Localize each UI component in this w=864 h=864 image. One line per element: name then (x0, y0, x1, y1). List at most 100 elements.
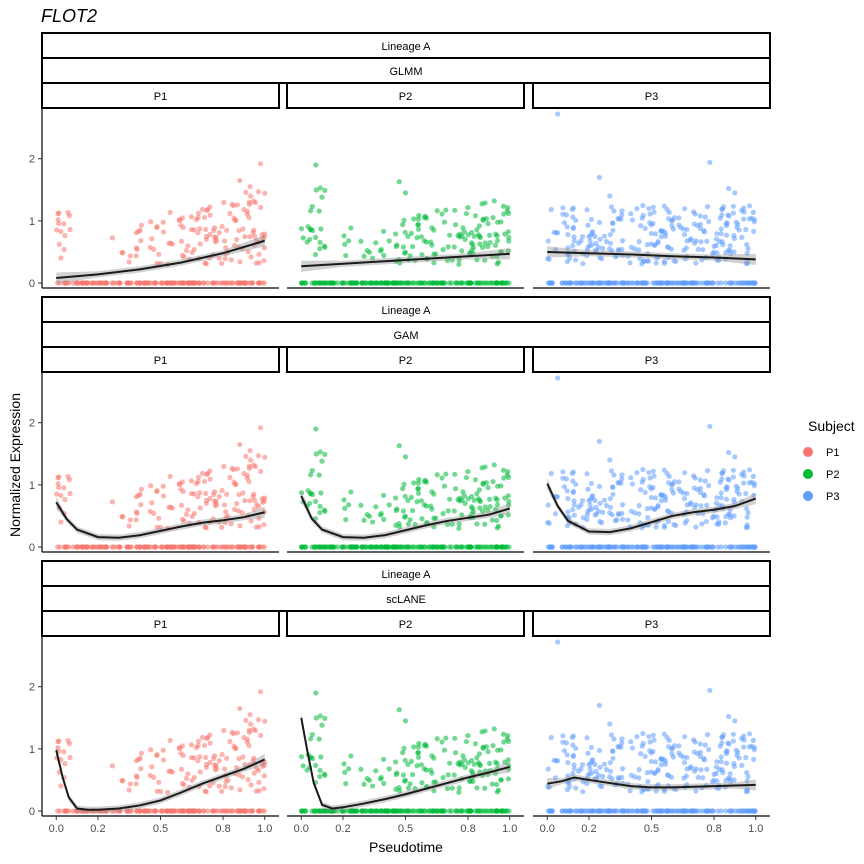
data-point (607, 496, 613, 502)
data-point (373, 768, 379, 774)
data-point (599, 784, 605, 790)
data-point (476, 223, 482, 229)
data-point (401, 217, 407, 223)
data-point (393, 231, 399, 237)
data-point (666, 473, 672, 479)
data-point (637, 520, 643, 526)
data-point (566, 808, 572, 814)
data-point (456, 525, 462, 531)
data-point (664, 772, 671, 778)
data-point (570, 243, 576, 249)
data-point (589, 242, 595, 248)
data-point (687, 237, 693, 243)
data-point (716, 766, 723, 773)
data-point (596, 808, 602, 814)
data-point (66, 477, 73, 483)
data-point (697, 477, 703, 483)
data-point (596, 219, 602, 226)
data-point (255, 503, 262, 510)
data-point (73, 280, 80, 286)
data-point (463, 739, 470, 745)
scatter-points (54, 689, 268, 814)
data-point (587, 238, 593, 244)
strip-model: scLANE (41, 585, 771, 612)
data-point (236, 491, 242, 498)
data-point (248, 280, 255, 286)
data-point (470, 244, 477, 251)
x-tick-label: 1.0 (257, 823, 272, 835)
data-point (709, 251, 716, 257)
data-point (743, 788, 749, 795)
data-point (202, 260, 208, 266)
data-point (256, 779, 262, 785)
data-point (482, 257, 488, 263)
data-point (201, 742, 208, 749)
data-point (429, 225, 435, 231)
data-point (589, 756, 596, 763)
data-point (147, 483, 154, 489)
data-point (418, 808, 424, 814)
data-point (662, 494, 668, 500)
confidence-band (56, 235, 265, 284)
data-point (564, 224, 570, 230)
data-point (608, 468, 615, 474)
data-point (639, 215, 645, 221)
data-point (183, 247, 190, 254)
data-point (636, 502, 642, 509)
data-point (62, 497, 68, 503)
data-point (176, 745, 182, 751)
data-point (400, 772, 407, 778)
data-point (147, 747, 154, 753)
data-point (607, 808, 613, 814)
data-point (99, 544, 105, 550)
data-point (262, 190, 268, 196)
data-point (253, 260, 259, 266)
data-point (664, 244, 671, 250)
data-point (629, 544, 635, 550)
data-point (486, 280, 493, 286)
data-point (449, 521, 455, 527)
x-tick-label: 0.8 (215, 823, 230, 835)
strip-subject: P2 (286, 610, 525, 637)
data-point (251, 506, 257, 512)
data-point (261, 786, 267, 792)
data-point (200, 808, 206, 814)
data-point (653, 788, 659, 794)
data-point (393, 495, 399, 501)
data-point (317, 767, 323, 774)
data-point (410, 507, 416, 514)
data-point (164, 544, 170, 550)
data-point (432, 808, 438, 814)
data-point (246, 463, 252, 469)
data-point (109, 499, 115, 505)
data-point (627, 260, 633, 266)
data-point (750, 737, 756, 743)
data-point (611, 472, 617, 478)
data-point (183, 775, 190, 782)
data-point (54, 227, 60, 233)
data-point (658, 492, 664, 498)
data-point (380, 228, 387, 235)
data-point (545, 783, 551, 790)
data-point (401, 481, 407, 487)
data-point (599, 256, 605, 262)
data-point (658, 498, 664, 504)
data-point (726, 185, 732, 192)
data-point (489, 781, 495, 787)
data-point (216, 255, 222, 261)
data-point (233, 217, 239, 224)
data-point (636, 247, 642, 253)
data-point (465, 732, 471, 739)
data-point (401, 745, 407, 751)
data-point (609, 248, 615, 254)
data-point (590, 808, 596, 814)
data-point (318, 754, 324, 760)
data-point (650, 484, 656, 491)
data-point (709, 808, 715, 814)
data-point (565, 495, 571, 502)
data-point (439, 544, 446, 550)
strip-label: Lineage A (382, 41, 432, 53)
data-point (178, 750, 184, 756)
data-point (561, 748, 567, 754)
